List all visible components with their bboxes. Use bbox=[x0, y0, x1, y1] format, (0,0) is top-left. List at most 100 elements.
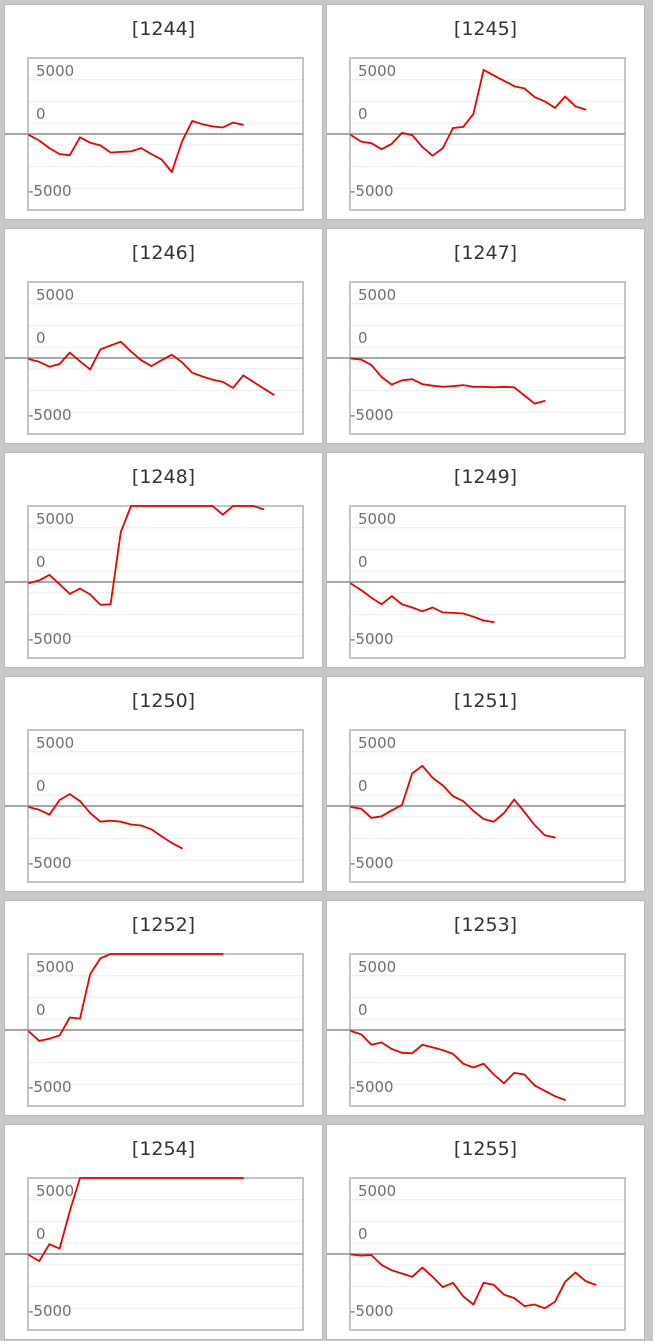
y-tick-label: 0 bbox=[36, 1001, 46, 1019]
data-point bbox=[89, 368, 91, 371]
series-line bbox=[28, 340, 275, 396]
y-tick-label: -5000 bbox=[28, 182, 72, 200]
chart-title: [1251] bbox=[453, 690, 518, 712]
data-point bbox=[211, 505, 214, 507]
data-point bbox=[513, 386, 515, 389]
data-point bbox=[109, 1177, 112, 1179]
data-point bbox=[191, 1177, 193, 1179]
data-point bbox=[48, 147, 51, 149]
data-point bbox=[140, 953, 142, 955]
data-point bbox=[523, 1073, 526, 1076]
series-line bbox=[350, 69, 586, 157]
data-point bbox=[120, 340, 122, 343]
data-point bbox=[58, 1247, 61, 1250]
data-point bbox=[544, 1090, 546, 1092]
data-point bbox=[391, 1269, 393, 1272]
line-chart: 5000 0 -5000 bbox=[327, 505, 626, 659]
data-point bbox=[69, 351, 71, 354]
y-tick-label: 0 bbox=[358, 1225, 368, 1243]
data-point bbox=[181, 953, 183, 955]
y-tick-label: 0 bbox=[358, 105, 368, 123]
data-point bbox=[38, 361, 40, 363]
data-point bbox=[421, 1043, 424, 1046]
data-point bbox=[493, 74, 495, 77]
chart-title: [1249] bbox=[453, 466, 518, 488]
data-point bbox=[201, 123, 204, 125]
data-point bbox=[211, 378, 214, 381]
data-point bbox=[350, 1253, 352, 1256]
chart-panel: [1249] 5000 0 -5000 bbox=[326, 452, 645, 668]
data-point bbox=[503, 1082, 505, 1084]
chart-panel: [1248] 5000 0 -5000 bbox=[4, 452, 323, 668]
data-point bbox=[69, 593, 71, 595]
data-point bbox=[350, 806, 352, 808]
data-point bbox=[262, 387, 265, 390]
data-point bbox=[69, 1210, 71, 1212]
chart-title: [1245] bbox=[453, 18, 518, 40]
data-point bbox=[513, 1072, 515, 1074]
data-point bbox=[120, 1177, 122, 1179]
data-point bbox=[160, 1177, 163, 1179]
data-point bbox=[431, 384, 434, 387]
data-point bbox=[69, 154, 71, 156]
chart-title: [1255] bbox=[453, 1138, 518, 1160]
data-point bbox=[150, 828, 153, 831]
y-tick-label: -5000 bbox=[350, 854, 394, 872]
y-tick-label: 5000 bbox=[358, 1182, 396, 1200]
line-chart: 5000 0 -5000 bbox=[5, 1177, 304, 1331]
data-point bbox=[421, 610, 424, 613]
data-point bbox=[191, 371, 193, 374]
y-tick-label: 0 bbox=[358, 1001, 368, 1019]
y-tick-label: 5000 bbox=[36, 734, 74, 752]
data-point bbox=[584, 1280, 587, 1282]
data-point bbox=[191, 953, 193, 955]
series-line bbox=[350, 1030, 566, 1101]
data-point bbox=[442, 611, 444, 614]
data-point bbox=[222, 126, 224, 129]
data-point bbox=[99, 348, 102, 351]
y-tick-label: 5000 bbox=[36, 958, 74, 976]
data-point bbox=[411, 606, 413, 609]
data-point bbox=[574, 105, 577, 108]
data-point bbox=[140, 824, 142, 827]
data-point bbox=[462, 612, 464, 615]
data-point bbox=[222, 953, 224, 955]
data-point bbox=[160, 505, 163, 507]
data-point bbox=[38, 809, 40, 811]
y-tick-label: 5000 bbox=[358, 286, 396, 304]
chart-panel: [1252] 5000 0 -5000 bbox=[4, 900, 323, 1116]
data-point bbox=[431, 1276, 434, 1278]
data-point bbox=[69, 793, 71, 795]
y-tick-label: 5000 bbox=[36, 286, 74, 304]
data-point bbox=[370, 817, 373, 819]
chart-panel: [1245] 5000 0 -5000 bbox=[326, 4, 645, 220]
chart-title: [1253] bbox=[453, 914, 518, 936]
chart-title: [1248] bbox=[131, 466, 196, 488]
data-point bbox=[431, 777, 434, 779]
data-point bbox=[554, 836, 556, 839]
data-point bbox=[181, 1177, 183, 1179]
data-point bbox=[370, 1043, 373, 1046]
data-point bbox=[99, 144, 102, 147]
data-point bbox=[109, 151, 112, 154]
data-point bbox=[554, 1095, 556, 1097]
chart-title: [1250] bbox=[131, 690, 196, 712]
data-point bbox=[431, 154, 434, 157]
data-point bbox=[58, 583, 61, 585]
line-chart: 5000 0 -5000 bbox=[5, 729, 304, 883]
data-point bbox=[370, 596, 373, 599]
data-point bbox=[99, 957, 102, 960]
y-tick-label: -5000 bbox=[350, 1302, 394, 1320]
data-point bbox=[482, 1062, 485, 1065]
data-point bbox=[584, 108, 587, 111]
y-tick-label: 0 bbox=[36, 553, 46, 571]
data-point bbox=[191, 505, 193, 507]
line-chart: 5000 0 -5000 bbox=[327, 1177, 626, 1331]
data-point bbox=[380, 603, 383, 606]
data-point bbox=[533, 1303, 536, 1306]
data-point bbox=[391, 383, 393, 386]
data-point bbox=[350, 357, 352, 360]
data-point bbox=[564, 1280, 566, 1283]
data-point bbox=[232, 505, 234, 507]
data-point bbox=[482, 386, 485, 388]
